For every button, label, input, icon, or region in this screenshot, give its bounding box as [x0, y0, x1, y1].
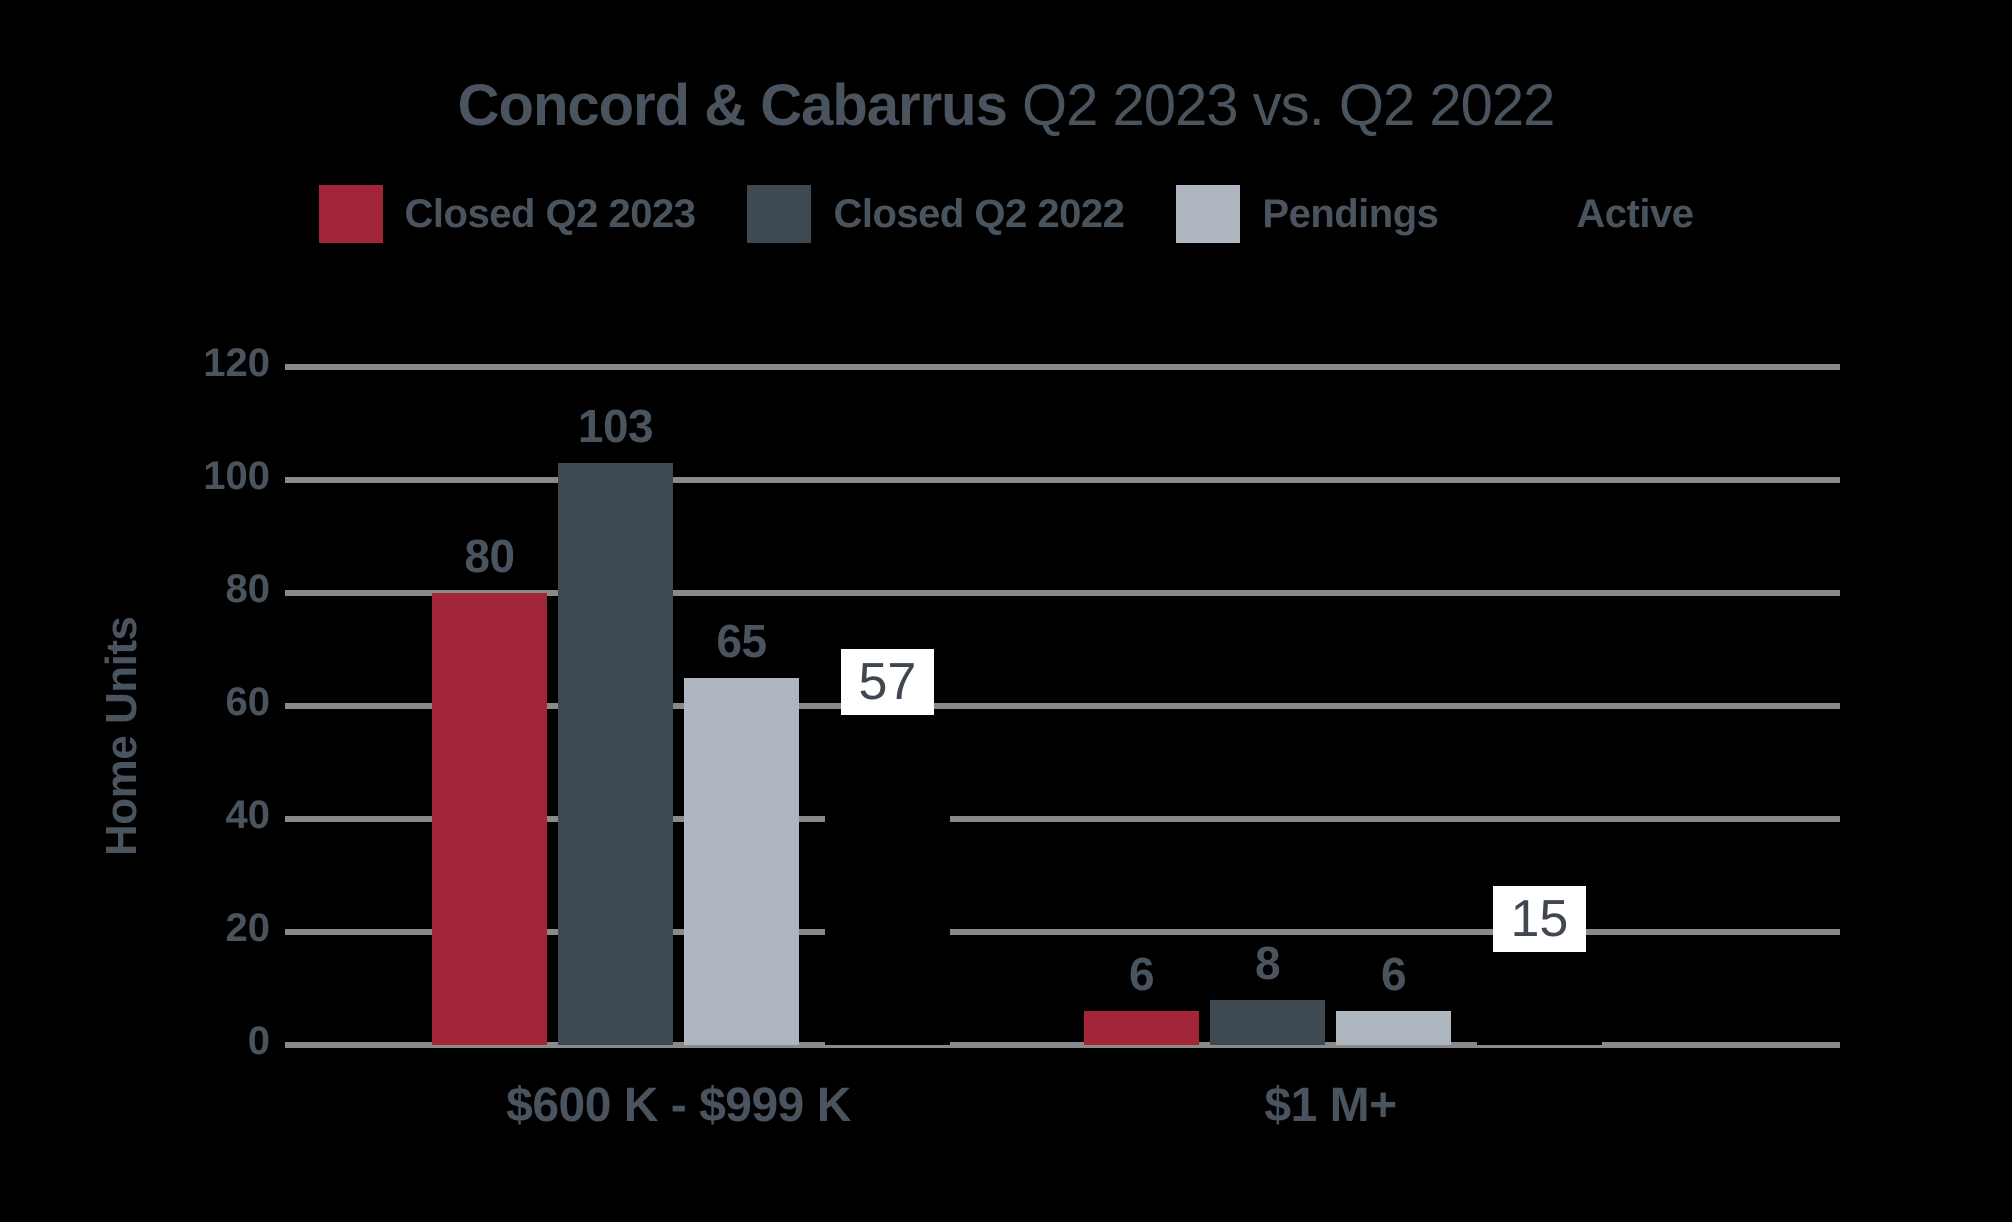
y-tick-label-60: 60: [225, 680, 271, 724]
legend-item-closed-q2-2022: Closed Q2 2022: [747, 185, 1125, 243]
bar-value-label: 6: [1128, 948, 1155, 1001]
bar-closed-q2-2023-group1: [432, 593, 547, 1045]
legend-swatch: [747, 185, 812, 243]
y-tick-label-20: 20: [225, 906, 271, 950]
plot-area: 80 103 65 57 6 8 6 15: [285, 364, 1840, 1048]
y-tick-label-80: 80: [225, 567, 271, 611]
y-tick-label-100: 100: [203, 454, 270, 498]
bar-value-box: 15: [1492, 886, 1587, 953]
bar-closed-q2-2023-group2: [1084, 1011, 1199, 1045]
legend-label: Pendings: [1262, 191, 1439, 236]
bar-value-label: 103: [577, 400, 654, 453]
legend-label: Active: [1576, 191, 1694, 236]
y-tick-label-40: 40: [225, 793, 271, 837]
bar-value-label: 80: [464, 530, 515, 582]
chart-title: Concord & Cabarrus Q2 2023 vs. Q2 2022: [0, 72, 2012, 139]
bar-closed-q2-2022-group2: [1210, 999, 1325, 1045]
bar-value-label: 8: [1254, 936, 1281, 989]
gridline-y20: [285, 929, 1840, 935]
chart-title-main: Concord & Cabarrus: [457, 73, 1008, 138]
bar-value-label: 65: [716, 614, 767, 667]
legend-label: Closed Q2 2022: [833, 191, 1125, 236]
gridline-y120: [285, 364, 1840, 370]
bar-active-group2: [1477, 960, 1602, 1045]
x-category-label: $600 K - $999 K: [506, 1079, 851, 1132]
gridline-y80: [285, 590, 1840, 596]
bar-pendings-group2: [1336, 1011, 1451, 1045]
y-tick-label-120: 120: [203, 341, 270, 385]
bar-closed-q2-2022-group1: [558, 463, 673, 1045]
gridline-y0: [285, 1042, 1840, 1048]
legend: Closed Q2 2023 Closed Q2 2022 Pendings Acti…: [0, 182, 2012, 246]
bar-pendings-group1: [684, 677, 799, 1045]
bar-active-group1: [825, 722, 950, 1045]
y-tick-label-0: 0: [247, 1019, 270, 1063]
chart-title-sub: Q2 2023 vs. Q2 2022: [1006, 73, 1555, 138]
gridline-y60: [285, 703, 1840, 709]
bar-value-label: 6: [1380, 948, 1407, 1001]
legend-item-closed-q2-2023: Closed Q2 2023: [318, 185, 696, 243]
legend-swatch: [318, 185, 383, 243]
bar-value-box: 57: [840, 648, 935, 715]
legend-swatch: [1176, 185, 1241, 243]
legend-item-active: Active: [1490, 185, 1694, 243]
x-category-label: $1 M+: [1264, 1079, 1397, 1132]
legend-swatch: [1490, 185, 1554, 243]
gridline-y100: [285, 477, 1840, 483]
legend-label: Closed Q2 2023: [404, 191, 696, 236]
gridline-y40: [285, 816, 1840, 822]
legend-item-pendings: Pendings: [1176, 185, 1439, 243]
